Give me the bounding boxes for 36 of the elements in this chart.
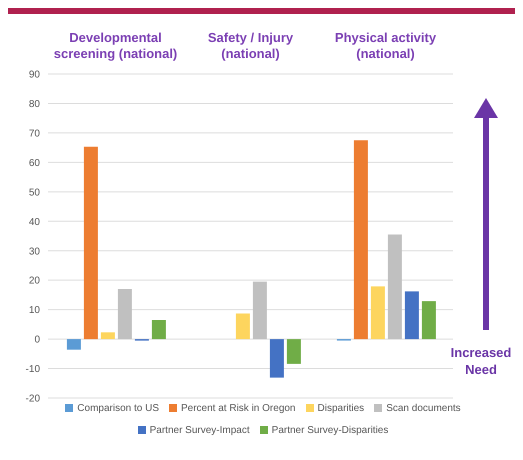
bar — [422, 301, 436, 340]
bar — [100, 332, 115, 340]
y-tick-label: 30 — [28, 246, 40, 258]
bar — [404, 291, 419, 340]
legend-label: Partner Survey-Impact — [150, 425, 250, 436]
bar — [66, 339, 81, 350]
y-tick-label: -10 — [26, 364, 40, 376]
annotation: Increased Need — [450, 344, 512, 378]
bar — [388, 234, 402, 340]
bar — [270, 339, 284, 378]
y-tick-label: 80 — [28, 99, 40, 110]
bar — [152, 320, 166, 340]
bar — [354, 140, 368, 340]
y-tick-label: 10 — [28, 305, 40, 316]
y-tick-label: -20 — [26, 394, 40, 405]
bar — [370, 286, 385, 340]
y-tick-label: 50 — [28, 187, 40, 198]
x-tick-label: Physical activity (national) — [334, 30, 437, 61]
y-tick-label: 60 — [28, 158, 40, 169]
legend-label: Disparities — [318, 403, 364, 414]
legend-label: Percent at Risk in Oregon — [181, 403, 296, 414]
x-tick-label: Safety / Injury (national) — [208, 30, 294, 61]
bar — [84, 146, 98, 340]
bar — [252, 282, 267, 340]
y-tick-label: 20 — [28, 276, 40, 287]
bar — [286, 339, 301, 364]
y-tick-label: 40 — [28, 216, 40, 228]
legend-label: Comparison to US — [77, 403, 159, 414]
bar — [118, 289, 132, 340]
y-tick-label: 90 — [28, 70, 40, 81]
bar — [236, 313, 250, 340]
legend-label: Scan documents — [386, 403, 461, 414]
legend-label: Partner Survey-Disparities — [272, 425, 388, 436]
y-tick-label: 70 — [28, 128, 40, 140]
y-tick-label: 0 — [34, 334, 40, 346]
x-tick-label: Developmental screening (national) — [54, 30, 178, 61]
